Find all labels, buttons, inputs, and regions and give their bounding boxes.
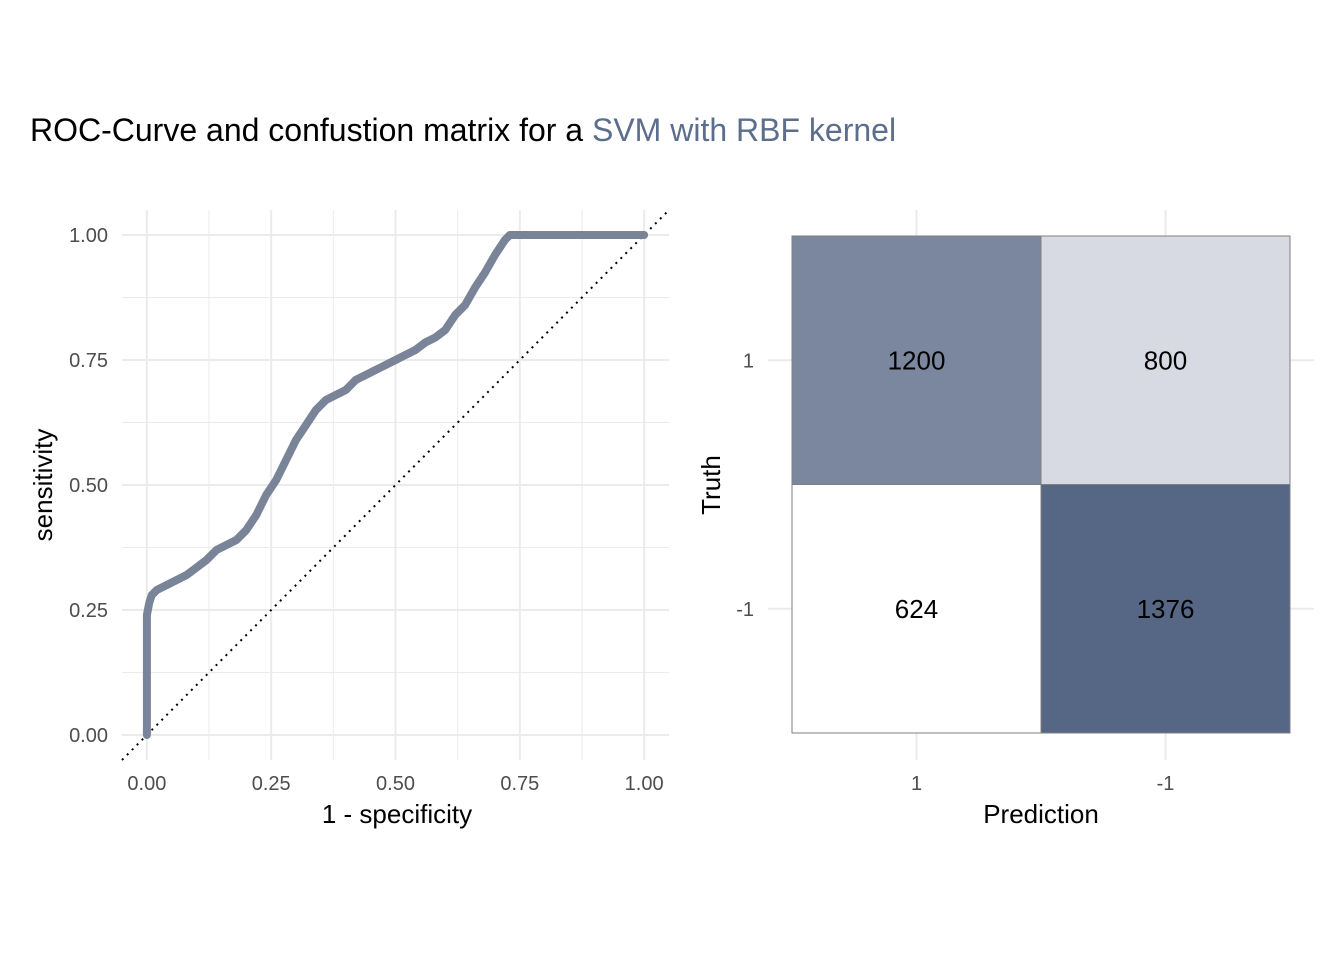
cm-cell-label: 1200 [888,345,946,375]
cm-y-tick-label: 1 [743,350,754,372]
cm-y-tick-label: -1 [736,599,754,621]
cm-x-axis-title: Prediction [983,799,1099,829]
roc-y-tick-label: 0.00 [69,725,108,747]
roc-grid [122,210,669,760]
roc-x-tick-label: 1.00 [625,773,664,795]
cm-cell-label: 1376 [1137,594,1195,624]
confusion-matrix-panel: 1200 800 624 1376 1 -1 1 -1 Prediction Truth [696,210,1314,829]
roc-y-tick-label: 0.75 [69,350,108,372]
cm-ticks: 1 -1 1 -1 [736,350,1174,795]
cm-cell-label: 624 [895,594,938,624]
cm-cells: 1200 800 624 1376 [791,235,1291,734]
roc-x-tick-label: 0.75 [500,773,539,795]
roc-x-tick-label: 0.25 [252,773,291,795]
roc-panel: 0.00 0.25 0.50 0.75 1.00 0.00 0.25 0.50 0.75 1.00… [28,209,670,829]
title-prefix: ROC-Curve and confustion matrix for a [30,112,592,148]
cm-cell [1040,484,1291,734]
roc-y-axis-title: sensitivity [28,429,58,542]
cm-cell [1040,235,1291,485]
roc-x-axis-title: 1 - specificity [322,799,472,829]
roc-curve [142,231,649,739]
cm-cell-label: 800 [1144,345,1187,375]
cm-x-tick-label: -1 [1157,773,1175,795]
roc-y-tick-label: 0.25 [69,600,108,622]
roc-y-tick-label: 1.00 [69,225,108,247]
cm-x-tick-label: 1 [911,773,922,795]
roc-y-tick-label: 0.50 [69,475,108,497]
roc-x-tick-label: 0.00 [127,773,166,795]
chart-title: ROC-Curve and confustion matrix for a SV… [30,110,896,150]
title-accent: SVM with RBF kernel [591,112,897,148]
cm-y-axis-title: Truth [696,455,726,515]
cm-cell [791,484,1042,734]
roc-x-tick-label: 0.50 [376,773,415,795]
roc-ticks: 0.00 0.25 0.50 0.75 1.00 0.00 0.25 0.50 0.75 1.00 [69,225,664,795]
cm-cell [791,235,1042,485]
